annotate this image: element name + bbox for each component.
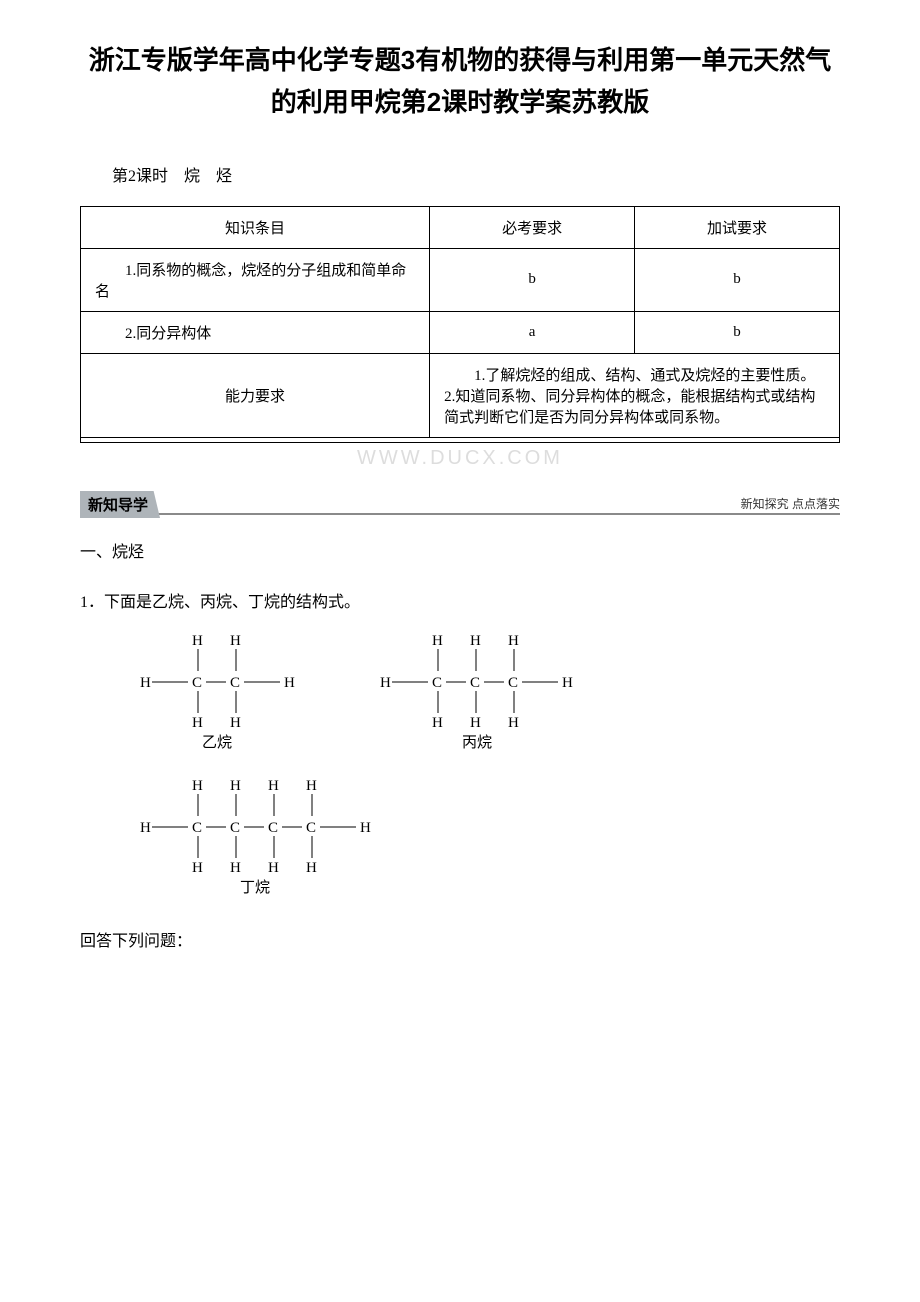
svg-text:H: H [562,675,573,691]
table-row: 知识条目 必考要求 加试要求 [81,206,840,248]
ethane-label: 乙烷 [202,734,232,751]
svg-text:C: C [470,675,480,691]
page-title: 浙江专版学年高中化学专题3有机物的获得与利用第一单元天然气的利用甲烷第2课时教学… [80,40,840,123]
lesson-line: 第2课时 烷 烃 [80,163,840,192]
cell: a [529,324,536,340]
svg-text:H: H [192,633,203,649]
svg-text:H: H [380,675,391,691]
svg-text:H: H [306,860,317,876]
svg-text:C: C [230,675,240,691]
ethane-structure: H C C H H H H H 乙烷 [140,633,295,751]
svg-text:H: H [432,633,443,649]
svg-text:H: H [268,860,279,876]
svg-text:C: C [192,675,202,691]
svg-text:H: H [140,675,151,691]
cell: b [733,271,741,287]
svg-text:C: C [508,675,518,691]
svg-text:H: H [508,633,519,649]
table-row: 能力要求 1.了解烷烃的组成、结构、通式及烷烃的主要性质。2.知道同系物、同分异… [81,353,840,437]
section-header: 新知导学 新知探究 点点落实 [80,490,840,518]
structural-formulas: H C C H H H H H 乙烷 H C C C [120,627,840,907]
propane-label: 丙烷 [462,734,492,751]
col-header: 必考要求 [502,221,562,237]
propane-structure: H C C C H H H H H H H 丙烷 [380,633,573,751]
cell: b [528,271,536,287]
svg-text:H: H [230,860,241,876]
svg-text:H: H [470,715,481,731]
divider [80,513,840,515]
svg-text:H: H [192,778,203,794]
svg-text:H: H [306,778,317,794]
table-row: 2.同分异构体 a b [81,311,840,353]
structures-svg: H C C H H H H H 乙烷 H C C C [120,627,640,907]
svg-text:H: H [508,715,519,731]
svg-text:H: H [140,820,151,836]
butane-label: 丁烷 [240,879,270,896]
cell: 2.同分异构体 [125,326,211,342]
cell: b [733,324,741,340]
heading-1: 一、烷烃 [80,538,840,568]
svg-text:H: H [432,715,443,731]
butane-structure: H C C C C H H H H H H H H H 丁烷 [140,778,371,896]
svg-text:C: C [230,820,240,836]
requirements-table: 知识条目 必考要求 加试要求 1.同系物的概念，烷烃的分子组成和简单命名 b b… [80,206,840,443]
cell: 1.同系物的概念，烷烃的分子组成和简单命名 [95,263,406,300]
svg-text:H: H [470,633,481,649]
svg-text:H: H [284,675,295,691]
table-row [81,437,840,442]
svg-text:C: C [268,820,278,836]
cell: 能力要求 [225,389,285,405]
table-row: 1.同系物的概念，烷烃的分子组成和简单命名 b b [81,248,840,311]
col-header: 加试要求 [707,221,767,237]
svg-text:H: H [192,860,203,876]
svg-text:H: H [268,778,279,794]
svg-text:H: H [230,633,241,649]
section-subtitle: 新知探究 点点落实 [741,495,840,512]
section-tab: 新知导学 [80,491,160,518]
cell: 1.了解烷烃的组成、结构、通式及烷烃的主要性质。2.知道同系物、同分异构体的概念… [444,368,815,426]
svg-text:H: H [230,778,241,794]
closing-line: 回答下列问题： [80,927,840,957]
line-1: 1．下面是乙烷、丙烷、丁烷的结构式。 [80,588,840,618]
svg-text:C: C [306,820,316,836]
col-header: 知识条目 [225,221,285,237]
watermark: WWW.DUCX.COM [80,447,840,470]
svg-text:H: H [360,820,371,836]
svg-text:H: H [192,715,203,731]
svg-text:H: H [230,715,241,731]
svg-text:C: C [192,820,202,836]
svg-text:C: C [432,675,442,691]
